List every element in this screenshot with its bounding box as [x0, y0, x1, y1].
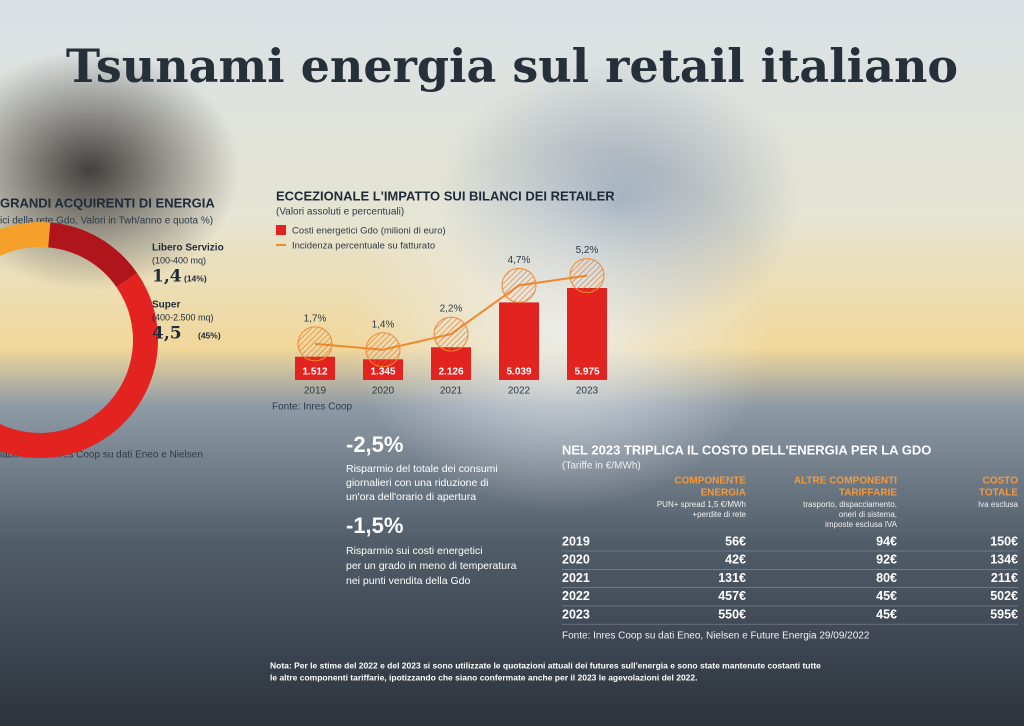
table-cell: 45€: [876, 607, 897, 621]
combo-source: Fonte: Inres Coop: [272, 402, 352, 413]
bar-label: 1.512: [302, 367, 327, 378]
table-cell: 45€: [876, 589, 897, 603]
stat-text: nei punti vendita della Gdo: [346, 575, 470, 587]
segment-share: (45%): [198, 330, 221, 340]
table-cell: 595€: [990, 607, 1018, 621]
bar: [363, 359, 403, 380]
line-point: [297, 326, 333, 362]
note: Nota: Per le stime del 2022 e del 2023 s…: [270, 660, 821, 670]
row-label: 2023: [562, 607, 590, 621]
column-note: +perdite di rete: [692, 510, 746, 519]
line-point: [365, 332, 401, 368]
table-cell: 94€: [876, 534, 897, 548]
column-note: PUN+ spread 1,5 €/MWh: [657, 500, 746, 509]
x-tick-label: 2021: [440, 386, 463, 397]
row-label: 2020: [562, 553, 590, 567]
donut-segment: [48, 222, 138, 288]
bar: [431, 347, 471, 380]
column-header: COSTO: [983, 476, 1019, 487]
line-label: 4,7%: [508, 255, 531, 266]
segment-sublabel: (100-400 mq): [152, 255, 206, 265]
table-cell: 502€: [990, 589, 1018, 603]
line-point: [501, 267, 537, 303]
donut-segment: [0, 222, 51, 257]
table-source: Fonte: Inres Coop su dati Eneo, Nielsen …: [562, 631, 870, 642]
stat-text: un'ora dell'orario di apertura: [346, 491, 476, 503]
donut-segment: [0, 272, 158, 458]
segment-twh: 1,4: [152, 267, 182, 287]
line-point: [569, 258, 605, 294]
column-note: oneri di sistema,: [839, 510, 897, 519]
column-header: TARIFFARIE: [839, 488, 897, 499]
table-cell: 92€: [876, 553, 897, 567]
table-subtitle: (Tariffe in €/MWh): [562, 461, 641, 472]
column-header: ALTRE COMPONENTI: [794, 476, 897, 487]
column-header: COMPONENTE: [674, 476, 746, 487]
note: le altre componenti tariffarie, ipotizza…: [270, 672, 698, 682]
table-cell: 457€: [718, 589, 746, 603]
table-cell: 150€: [990, 534, 1018, 548]
segment-twh: 4,5: [152, 324, 182, 344]
x-tick-label: 2020: [372, 386, 395, 397]
segment-label: Super: [152, 300, 180, 311]
combo-title: ECCEZIONALE L'IMPATTO SUI BILANCI DEI RE…: [276, 188, 615, 203]
table-cell: 80€: [876, 571, 897, 585]
table-cell: 131€: [718, 571, 746, 585]
donut-source: laborazioni Inres Coop su dati Eneo e Ni…: [0, 450, 203, 461]
bar-label: 2.126: [438, 367, 463, 378]
column-note: imposte esclusa IVA: [825, 520, 898, 529]
column-header: TOTALE: [979, 488, 1018, 499]
segment-label: Libero Servizio: [152, 243, 224, 254]
stat-text: Risparmio del totale dei consumi: [346, 463, 498, 475]
table-cell: 42€: [725, 553, 746, 567]
column-header: ENERGIA: [700, 488, 746, 499]
table-cell: 134€: [990, 553, 1018, 567]
legend-label: Incidenza percentuale su fatturato: [292, 241, 435, 252]
segment-sublabel: (400-2.500 mq): [152, 312, 214, 322]
x-tick-label: 2022: [508, 386, 531, 397]
column-note: trasporto, dispacciamento,: [803, 500, 897, 509]
bar: [499, 302, 539, 380]
row-label: 2019: [562, 534, 590, 548]
bar-label: 5.975: [574, 367, 599, 378]
stat-text: per un grado in meno di temperatura: [346, 560, 517, 572]
stat-text: giornalieri con una riduzione di: [346, 477, 488, 489]
page-title: Tsunami energia sul retail italiano: [66, 39, 958, 93]
line-label: 2,2%: [440, 304, 463, 315]
table-cell: 550€: [718, 607, 746, 621]
stat-text: Risparmio sui costi energetici: [346, 545, 483, 557]
legend-label: Costi energetici Gdo (milioni di euro): [292, 226, 446, 237]
x-tick-label: 2023: [576, 386, 599, 397]
line-label: 1,4%: [372, 319, 395, 330]
combo-subtitle: (Valori assoluti e percentuali): [276, 207, 404, 218]
legend-swatch: [276, 225, 286, 235]
bar: [567, 287, 607, 380]
table-title: NEL 2023 TRIPLICA IL COSTO DELL'ENERGIA …: [562, 442, 931, 457]
line-label: 5,2%: [576, 245, 599, 256]
donut-subtitle: ici della rete Gdo, Valori in Twh/anno e…: [0, 216, 213, 227]
bar: [295, 356, 335, 380]
row-label: 2022: [562, 589, 590, 603]
line-point: [433, 316, 469, 352]
row-label: 2021: [562, 571, 590, 585]
stat-value: -2,5%: [346, 432, 403, 457]
dynamic: Libero Servizio(100-400 mq) 1,4 (14%) Super…: [0, 222, 1019, 625]
donut-title: GRANDI ACQUIRENTI DI ENERGIA: [0, 195, 215, 210]
column-note: Iva esclusa: [978, 500, 1019, 509]
bar-label: 1.345: [370, 367, 395, 378]
segment-share: (14%): [184, 273, 207, 283]
bar-label: 5.039: [506, 367, 531, 378]
table-cell: 56€: [725, 534, 746, 548]
table-cell: 211€: [991, 571, 1018, 585]
line-label: 1,7%: [304, 313, 327, 324]
stat-value: -1,5%: [346, 513, 403, 538]
x-tick-label: 2019: [304, 386, 327, 397]
